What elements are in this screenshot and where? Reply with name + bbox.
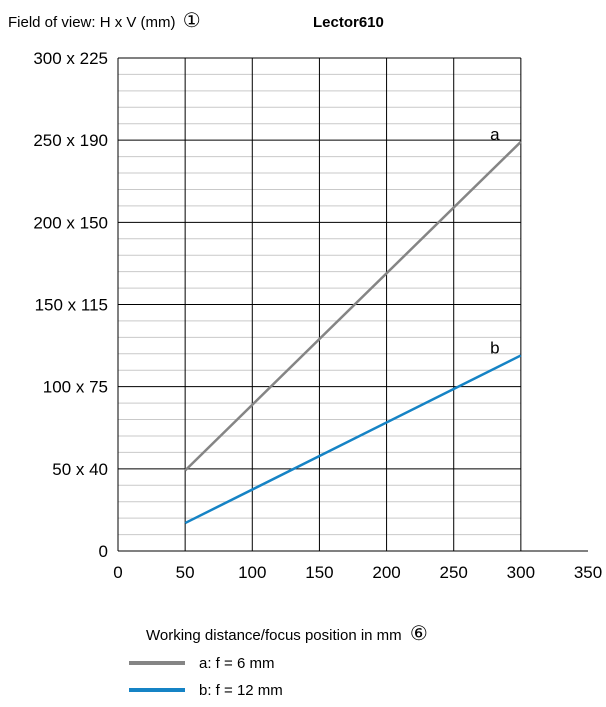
y-axis-title-marker: ① (183, 10, 201, 32)
y-tick-label: 250 x 190 (33, 131, 108, 150)
series-tag-b: b (490, 338, 499, 357)
y-tick-labels: 0 50 x 40 100 x 75 150 x 115 200 x 150 250 x … (33, 49, 108, 561)
chart-title: Lector610 (313, 14, 384, 31)
axes (117, 58, 588, 552)
y-tick-label: 50 x 40 (52, 460, 108, 479)
y-tick-label: 0 (99, 542, 108, 561)
legend-label: b: f = 12 mm (199, 682, 283, 699)
x-tick-label: 300 (507, 563, 535, 582)
x-axis-title: Working distance/focus position in mm ⑥ (146, 623, 428, 645)
legend: a: f = 6 mm b: f = 12 mm (129, 655, 283, 699)
series-line-a (184, 140, 522, 472)
x-tick-label: 50 (176, 563, 195, 582)
x-tick-label: 150 (305, 563, 333, 582)
y-tick-label: 100 x 75 (43, 378, 108, 397)
grid (118, 57, 522, 551)
series-lines: ab (184, 125, 522, 525)
legend-item-b: b: f = 12 mm (129, 682, 283, 699)
legend-label: a: f = 6 mm (199, 655, 274, 672)
x-tick-label: 200 (372, 563, 400, 582)
x-tick-labels: 0 50 100 150 200 250 300 350 (113, 563, 602, 582)
y-tick-label: 300 x 225 (33, 49, 108, 68)
x-tick-label: 250 (440, 563, 468, 582)
series-line-b (184, 354, 522, 525)
x-axis-title-marker: ⑥ (410, 623, 428, 645)
legend-item-a: a: f = 6 mm (129, 655, 274, 672)
y-tick-label: 150 x 115 (35, 296, 108, 315)
y-axis-title: Field of view: H x V (mm) ① (8, 10, 201, 32)
y-tick-label: 200 x 150 (33, 213, 108, 232)
y-axis-title-text: Field of view: H x V (mm) (8, 14, 176, 31)
x-tick-label: 100 (238, 563, 266, 582)
series-tag-a: a (490, 125, 500, 144)
x-tick-label: 0 (113, 563, 122, 582)
x-tick-label: 350 (574, 563, 602, 582)
x-axis-title-text: Working distance/focus position in mm (146, 627, 402, 644)
